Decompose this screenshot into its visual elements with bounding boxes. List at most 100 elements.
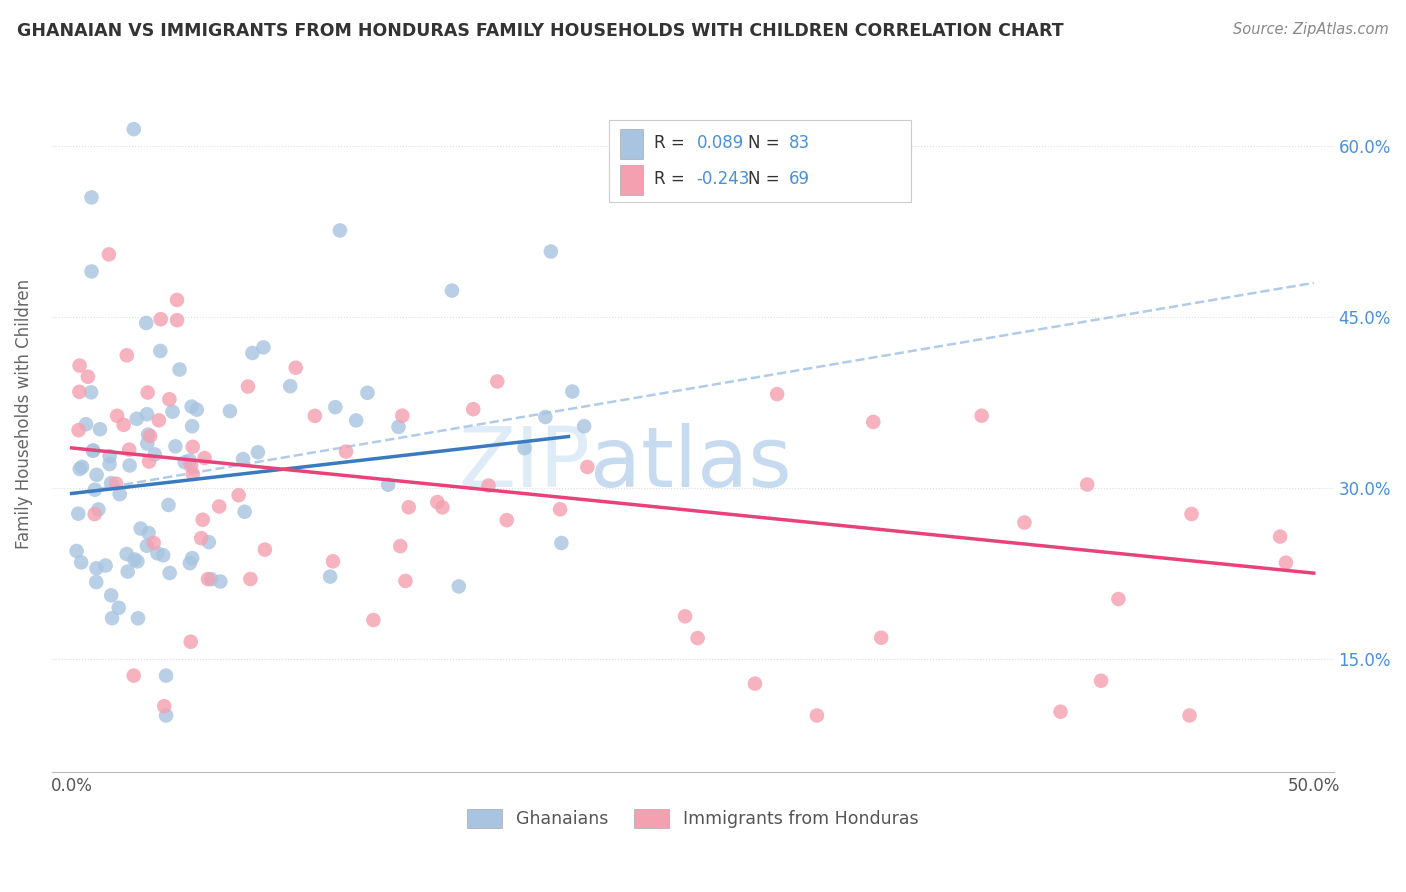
Point xyxy=(122,122,145,136)
Point xyxy=(117,565,139,579)
Point xyxy=(105,476,128,491)
Point xyxy=(152,549,174,563)
Point xyxy=(1049,705,1071,719)
Point xyxy=(322,554,344,568)
Point xyxy=(135,316,157,330)
Point xyxy=(1014,516,1036,530)
Point xyxy=(319,569,342,583)
Point xyxy=(129,522,152,536)
Point xyxy=(181,467,204,481)
Text: R =: R = xyxy=(654,170,690,188)
Point xyxy=(69,359,91,373)
Point xyxy=(115,348,138,362)
Text: N =: N = xyxy=(748,135,785,153)
Point xyxy=(394,574,416,588)
Point xyxy=(278,379,301,393)
Text: atlas: atlas xyxy=(591,424,792,505)
Point xyxy=(463,402,485,417)
Point xyxy=(135,539,157,553)
Point xyxy=(398,500,420,515)
Point xyxy=(540,244,562,259)
Point xyxy=(98,449,121,463)
Point xyxy=(84,575,107,590)
Point xyxy=(253,542,276,557)
Point xyxy=(198,535,221,549)
Legend: Ghanaians, Immigrants from Honduras: Ghanaians, Immigrants from Honduras xyxy=(460,802,925,836)
Point xyxy=(181,440,204,454)
Point xyxy=(193,451,215,466)
Point xyxy=(148,413,170,427)
Point xyxy=(191,513,214,527)
Point xyxy=(89,422,111,436)
Point xyxy=(209,574,232,589)
Point xyxy=(180,458,202,473)
Point xyxy=(94,558,117,573)
Point xyxy=(162,405,184,419)
Point xyxy=(97,247,120,261)
Text: ZIP: ZIP xyxy=(458,424,591,505)
Text: 69: 69 xyxy=(789,170,810,188)
Point xyxy=(118,442,141,457)
Point xyxy=(136,427,159,442)
Point xyxy=(138,526,160,541)
Point xyxy=(363,613,385,627)
Point xyxy=(153,699,176,714)
Text: Source: ZipAtlas.com: Source: ZipAtlas.com xyxy=(1233,22,1389,37)
Point xyxy=(80,264,103,278)
Point xyxy=(136,407,159,421)
Point xyxy=(242,346,264,360)
Point xyxy=(70,556,93,570)
Point xyxy=(389,539,412,553)
Point xyxy=(1178,708,1201,723)
Point xyxy=(576,459,599,474)
Point xyxy=(138,454,160,468)
Point xyxy=(118,458,141,473)
Point xyxy=(447,579,470,593)
FancyBboxPatch shape xyxy=(620,165,643,195)
Point xyxy=(105,409,128,423)
Point xyxy=(112,417,135,432)
Point xyxy=(179,556,201,570)
Point xyxy=(83,483,105,497)
Point xyxy=(157,392,180,407)
Point xyxy=(246,445,269,459)
Point xyxy=(1090,673,1112,688)
Point xyxy=(107,600,129,615)
Point xyxy=(252,340,274,354)
Point xyxy=(232,452,254,467)
Point xyxy=(122,668,145,682)
Point xyxy=(325,400,347,414)
Point xyxy=(149,343,172,358)
Point xyxy=(970,409,993,423)
Point xyxy=(80,385,103,400)
Point xyxy=(186,402,208,417)
Text: 0.089: 0.089 xyxy=(696,135,744,153)
Point xyxy=(115,547,138,561)
Point xyxy=(673,609,696,624)
Point xyxy=(477,478,499,492)
Point xyxy=(146,546,169,560)
Point xyxy=(86,467,108,482)
Point xyxy=(149,312,172,326)
Point xyxy=(190,531,212,545)
Point xyxy=(127,611,149,625)
Point xyxy=(233,505,256,519)
Point xyxy=(208,500,231,514)
Point xyxy=(155,708,177,723)
Point xyxy=(75,417,97,432)
Point xyxy=(219,404,242,418)
Text: -0.243: -0.243 xyxy=(696,170,749,188)
Point xyxy=(67,507,90,521)
Point xyxy=(181,551,204,566)
Point xyxy=(180,400,202,414)
Point xyxy=(108,487,131,501)
Text: GHANAIAN VS IMMIGRANTS FROM HONDURAS FAMILY HOUSEHOLDS WITH CHILDREN CORRELATION: GHANAIAN VS IMMIGRANTS FROM HONDURAS FAM… xyxy=(17,22,1063,40)
Point xyxy=(142,536,165,550)
Point xyxy=(239,572,262,586)
Point xyxy=(197,572,219,586)
Point xyxy=(391,409,413,423)
Point xyxy=(534,409,557,424)
Point xyxy=(329,223,352,237)
Point xyxy=(77,369,100,384)
Point xyxy=(1180,507,1202,521)
